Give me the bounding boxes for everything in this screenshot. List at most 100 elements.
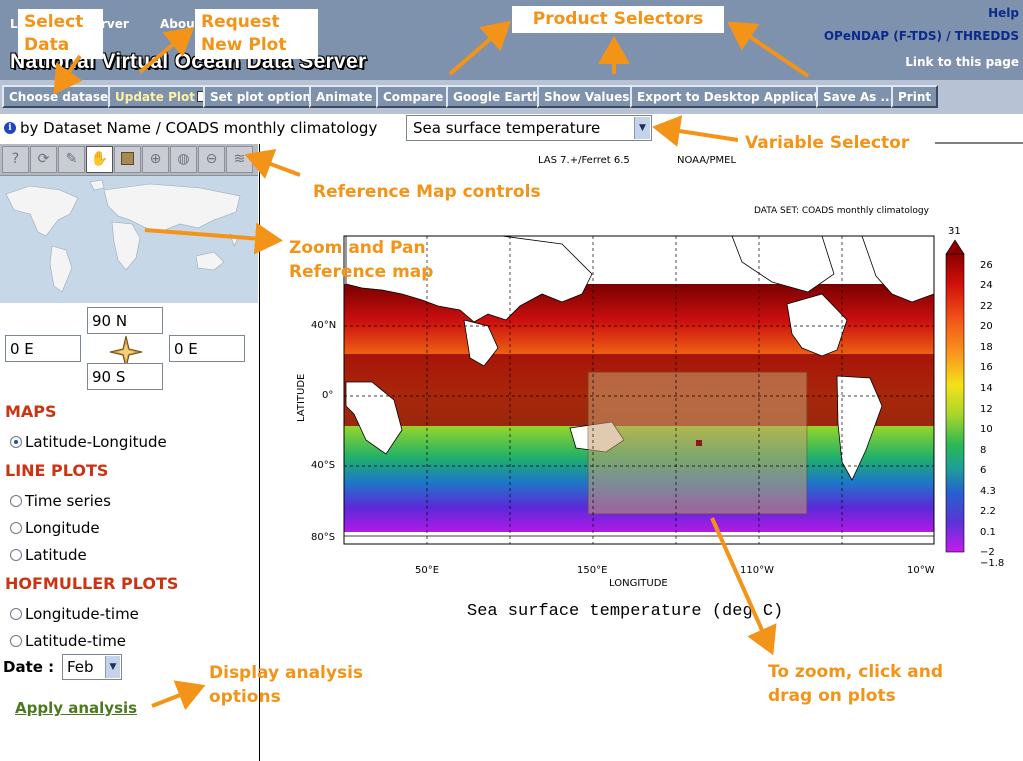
colorbar-tick-label: 22 xyxy=(980,301,993,312)
annotation-variable-selector: Variable Selector xyxy=(745,133,910,153)
annotation-zoom-click-drag: To zoom, click and drag on plots xyxy=(768,662,944,706)
x-tick-label: 110°W xyxy=(740,565,774,576)
update-plot-button[interactable]: Update Plot xyxy=(108,85,215,108)
radio-button[interactable] xyxy=(10,495,22,507)
x-tick-label: 50°E xyxy=(415,565,440,576)
x-axis-label: LONGITUDE xyxy=(609,578,668,589)
nav-link-fragment[interactable]: L xyxy=(10,17,18,31)
plot-type-lat-lon[interactable]: Latitude-Longitude xyxy=(10,433,167,451)
plot-type-longitude[interactable]: Longitude xyxy=(10,519,100,537)
plot-type-time-series[interactable]: Time series xyxy=(10,492,111,510)
radio-button[interactable] xyxy=(10,608,22,620)
export-desktop-button[interactable]: Export to Desktop Application xyxy=(630,85,848,108)
nav-link-server-fragment[interactable]: rver xyxy=(101,17,129,31)
colorbar-tick-label: 14 xyxy=(980,383,993,394)
reference-map-toolbar: ? ⟳ ✎ ✋ ⊕ ◍ ⊖ ≋ xyxy=(0,144,258,176)
print-button[interactable]: Print xyxy=(891,85,939,108)
y-tick-label: 0° xyxy=(322,390,334,401)
annotation-reference-map-controls: Reference Map controls xyxy=(313,182,541,202)
chevron-down-icon[interactable]: ▼ xyxy=(105,656,120,678)
plot-type-longitude-time[interactable]: Longitude-time xyxy=(10,605,139,623)
west-bound-input[interactable]: 0 E xyxy=(5,335,81,362)
choose-dataset-button[interactable]: Choose dataset xyxy=(2,85,121,108)
plot-area[interactable]: LAS 7.+/Ferret 6.5 NOAA/PMEL DATA SET: C… xyxy=(262,144,1023,761)
date-label: Date : xyxy=(3,658,55,676)
south-bound-input[interactable]: 90 S xyxy=(87,363,163,390)
plot-institution-label: NOAA/PMEL xyxy=(677,155,737,166)
colorbar-tick-label: 2.2 xyxy=(980,506,996,517)
colorbar-tick-label: −1.8 xyxy=(980,558,1005,569)
opendap-thredds-link[interactable]: OPeNDAP (F-TDS) / THREDDS xyxy=(823,29,1019,43)
variable-select[interactable]: Sea surface temperature ▼ xyxy=(406,115,652,141)
maps-heading: MAPS xyxy=(5,402,57,421)
colorbar-tick-label: 6 xyxy=(980,465,987,476)
plot-type-label: Longitude xyxy=(25,519,100,537)
pan-hand-icon[interactable]: ✋ xyxy=(86,146,113,173)
show-values-button[interactable]: Show Values xyxy=(537,85,637,108)
colorbar-tick-label: 24 xyxy=(980,280,993,291)
colorbar-tick-label: 18 xyxy=(980,342,993,353)
sst-field xyxy=(344,236,934,544)
colorbar-tick-label: 8 xyxy=(980,445,987,456)
chevron-down-icon[interactable]: ▼ xyxy=(634,117,650,139)
link-to-page[interactable]: Link to this page xyxy=(905,55,1019,69)
select-icon[interactable]: ✎ xyxy=(58,146,85,173)
reference-map[interactable] xyxy=(0,176,258,303)
plot-title: Sea surface temperature (deg C) xyxy=(467,602,784,621)
north-bound-input[interactable]: 90 N xyxy=(87,307,163,334)
colorbar-tick-label: 31 xyxy=(948,226,961,237)
colorbar-tick-label: 12 xyxy=(980,404,993,415)
choose-dataset-label: Choose dataset xyxy=(9,90,114,104)
colorbar-tick-label: 10 xyxy=(980,424,993,435)
east-bound-input[interactable]: 0 E xyxy=(169,335,245,362)
map-frame xyxy=(343,235,935,545)
west-bound-value: 0 E xyxy=(10,340,34,358)
annotation-select-data: Select Data xyxy=(18,9,103,59)
plot-type-label: Latitude xyxy=(25,546,87,564)
plot-type-label: Time series xyxy=(25,492,111,510)
colorbar-tick-label: 4.3 xyxy=(980,486,996,497)
help-link[interactable]: Help xyxy=(988,6,1019,20)
colorbar xyxy=(945,239,965,553)
google-earth-button[interactable]: Google Earth xyxy=(446,85,548,108)
colorbar-tick-label: 26 xyxy=(980,260,993,271)
variable-select-value: Sea surface temperature xyxy=(413,119,601,137)
print-label: Print xyxy=(898,90,932,104)
radio-button[interactable] xyxy=(10,436,22,448)
world-icon[interactable]: ◍ xyxy=(170,146,197,173)
y-tick-label: 80°S xyxy=(311,532,336,543)
radio-button[interactable] xyxy=(10,635,22,647)
reset-icon[interactable]: ⟳ xyxy=(30,146,57,173)
dataset-row: i by Dataset Name / COADS monthly climat… xyxy=(0,114,1023,144)
google-earth-label: Google Earth xyxy=(453,90,541,104)
sst-map-plot[interactable] xyxy=(262,144,1023,594)
zoom-out-icon[interactable]: ⊖ xyxy=(198,146,225,173)
colorbar-tick-label: 20 xyxy=(980,321,993,332)
dataset-breadcrumb: by Dataset Name / COADS monthly climatol… xyxy=(20,119,378,137)
apply-analysis-link[interactable]: Apply analysis xyxy=(15,699,138,717)
plot-type-label: Longitude-time xyxy=(25,605,139,623)
selection-point-marker xyxy=(696,440,702,446)
box-select-icon[interactable] xyxy=(114,146,141,173)
map-gridlines xyxy=(344,236,934,544)
set-plot-options-button[interactable]: Set plot options xyxy=(203,85,326,108)
help-icon[interactable]: ? xyxy=(2,146,29,173)
north-bound-value: 90 N xyxy=(92,312,128,330)
compare-button[interactable]: Compare xyxy=(376,85,451,108)
plot-type-latitude[interactable]: Latitude xyxy=(10,546,87,564)
animate-button[interactable]: Animate xyxy=(309,85,380,108)
date-select[interactable]: Feb ▼ xyxy=(62,654,122,680)
nav-link-about-fragment[interactable]: Abou xyxy=(160,17,195,31)
zoom-in-icon[interactable]: ⊕ xyxy=(142,146,169,173)
south-bound-value: 90 S xyxy=(92,368,126,386)
save-as-button[interactable]: Save As ... xyxy=(816,85,902,108)
info-icon[interactable]: i xyxy=(4,122,16,134)
plot-type-label: Latitude-time xyxy=(25,632,127,650)
update-plot-label: Update Plot xyxy=(115,90,195,104)
layers-icon[interactable]: ≋ xyxy=(226,146,253,173)
product-toolbar: Choose dataset Update Plot Set plot opti… xyxy=(0,80,1023,114)
radio-button[interactable] xyxy=(10,549,22,561)
plot-type-latitude-time[interactable]: Latitude-time xyxy=(10,632,126,650)
radio-button[interactable] xyxy=(10,522,22,534)
plot-software-label: LAS 7.+/Ferret 6.5 xyxy=(538,155,630,166)
